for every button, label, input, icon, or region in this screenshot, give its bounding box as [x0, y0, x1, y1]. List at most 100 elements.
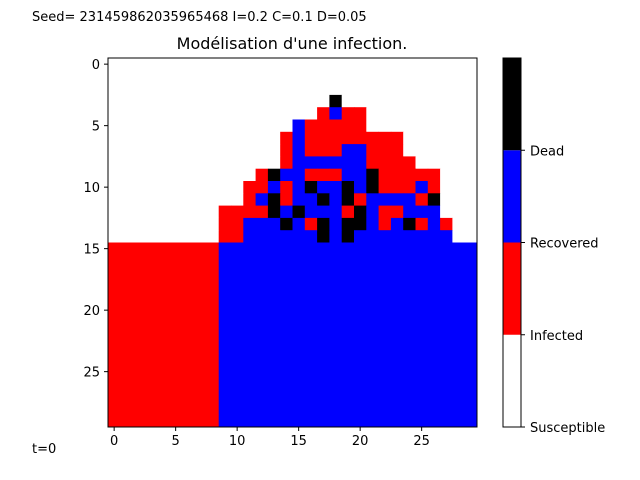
- heatmap-cell: [267, 58, 281, 71]
- heatmap-cell: [427, 82, 441, 96]
- heatmap-cell: [390, 353, 404, 366]
- heatmap-cell: [280, 131, 293, 145]
- heatmap-cell: [452, 70, 466, 83]
- colorbar-segment: [503, 334, 521, 427]
- heatmap-cell: [366, 242, 379, 256]
- heatmap-cell: [120, 168, 133, 182]
- heatmap-cell: [132, 119, 146, 133]
- heatmap-cell: [181, 82, 195, 96]
- heatmap-cell: [267, 414, 281, 428]
- heatmap-cell: [452, 144, 466, 157]
- heatmap-cell: [378, 242, 392, 256]
- heatmap-cell: [144, 316, 158, 329]
- heatmap-cell: [403, 328, 416, 342]
- heatmap-cell: [255, 267, 269, 280]
- heatmap-cell: [378, 131, 392, 145]
- heatmap-cell: [132, 304, 146, 317]
- heatmap-cell: [403, 353, 416, 366]
- x-tick-label: 25: [413, 434, 430, 449]
- heatmap-cell: [255, 58, 269, 71]
- heatmap-cell: [317, 94, 330, 108]
- heatmap-cell: [194, 291, 207, 305]
- heatmap-cell: [390, 156, 404, 170]
- heatmap-cell: [169, 267, 183, 280]
- heatmap-cell: [341, 94, 355, 108]
- heatmap-cell: [415, 193, 429, 206]
- heatmap-cell: [206, 365, 220, 379]
- heatmap-cell: [267, 181, 281, 194]
- heatmap-cell: [403, 365, 416, 379]
- y-tick-label: 25: [83, 366, 100, 381]
- heatmap-cell: [181, 279, 195, 293]
- heatmap-cell: [255, 168, 269, 182]
- heatmap-cell: [194, 168, 207, 182]
- heatmap-cell: [366, 168, 379, 182]
- heatmap-cell: [366, 377, 379, 391]
- heatmap-cell: [169, 82, 183, 96]
- heatmap-cell: [231, 242, 244, 256]
- heatmap-cell: [341, 107, 355, 120]
- heatmap-cell: [440, 254, 453, 268]
- heatmap-cell: [329, 353, 343, 366]
- heatmap-cell: [415, 144, 429, 157]
- heatmap-cell: [206, 328, 220, 342]
- heatmap-cell: [218, 119, 232, 133]
- heatmap-cell: [452, 414, 466, 428]
- heatmap-cell: [292, 377, 306, 391]
- heatmap-cell: [255, 205, 269, 219]
- heatmap-cell: [243, 156, 256, 170]
- heatmap-cell: [464, 353, 478, 366]
- heatmap-cell: [440, 107, 453, 120]
- heatmap-cell: [157, 254, 170, 268]
- heatmap-cell: [280, 181, 293, 194]
- heatmap-cell: [415, 254, 429, 268]
- heatmap-cell: [144, 267, 158, 280]
- heatmap-cell: [218, 193, 232, 206]
- heatmap-cell: [255, 217, 269, 231]
- heatmap-cell: [403, 107, 416, 120]
- heatmap-cell: [440, 414, 453, 428]
- heatmap-cell: [390, 365, 404, 379]
- heatmap-cell: [317, 279, 330, 293]
- heatmap-cell: [194, 328, 207, 342]
- heatmap-cell: [169, 402, 183, 416]
- heatmap-cell: [317, 107, 330, 120]
- heatmap-cell: [464, 377, 478, 391]
- heatmap-cell: [378, 316, 392, 329]
- heatmap-cell: [354, 279, 367, 293]
- heatmap-cell: [329, 119, 343, 133]
- heatmap-cell: [206, 58, 220, 71]
- heatmap-cell: [390, 193, 404, 206]
- heatmap-cell: [231, 107, 244, 120]
- heatmap-cell: [292, 414, 306, 428]
- heatmap-cell: [218, 291, 232, 305]
- heatmap-cell: [144, 119, 158, 133]
- heatmap-cell: [108, 365, 121, 379]
- heatmap-cell: [464, 168, 478, 182]
- heatmap-cell: [403, 131, 416, 145]
- heatmap-cell: [206, 205, 220, 219]
- heatmap-cell: [341, 304, 355, 317]
- heatmap-cell: [206, 230, 220, 243]
- heatmap-cell: [243, 144, 256, 157]
- heatmap-cell: [181, 193, 195, 206]
- heatmap-cell: [427, 205, 441, 219]
- heatmap-cell: [317, 181, 330, 194]
- heatmap-cell: [354, 304, 367, 317]
- heatmap-cell: [452, 242, 466, 256]
- heatmap-cell: [231, 365, 244, 379]
- heatmap-cell: [452, 267, 466, 280]
- heatmap-cell: [255, 156, 269, 170]
- heatmap-cell: [218, 230, 232, 243]
- heatmap-cell: [206, 156, 220, 170]
- heatmap-cell: [120, 131, 133, 145]
- colorbar-label: Infected: [530, 329, 583, 344]
- heatmap-cell: [292, 205, 306, 219]
- heatmap-cell: [329, 340, 343, 354]
- heatmap-cell: [452, 82, 466, 96]
- colorbar-segment: [503, 242, 521, 335]
- heatmap-cell: [403, 340, 416, 354]
- heatmap-cell: [181, 365, 195, 379]
- heatmap-cell: [169, 377, 183, 391]
- heatmap-cell: [452, 291, 466, 305]
